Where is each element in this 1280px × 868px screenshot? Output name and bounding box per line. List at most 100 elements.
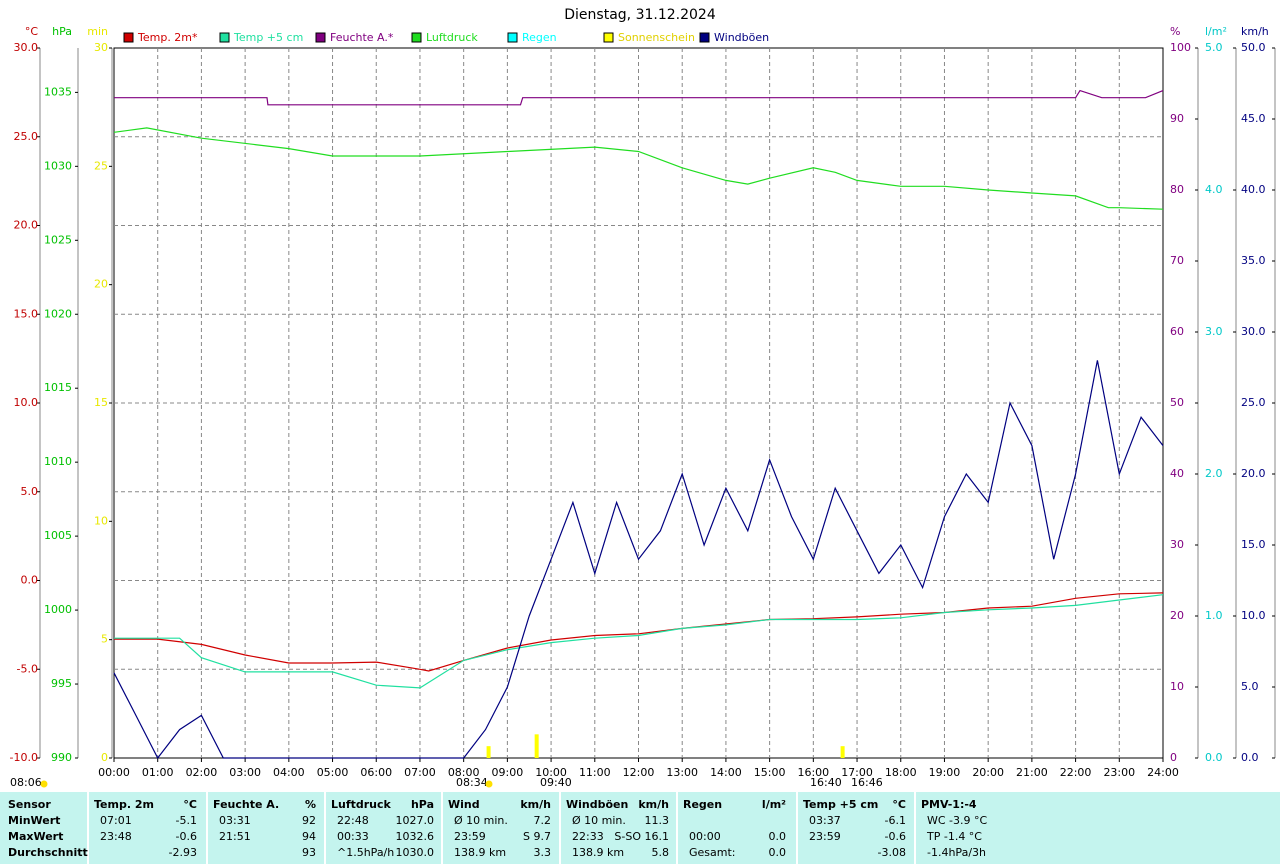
y-tick-label: 0.0: [1241, 751, 1259, 764]
table-header: Feuchte A.: [213, 798, 279, 811]
y-tick-label: 30: [1170, 538, 1184, 551]
table-cell: 23:59: [809, 830, 841, 843]
y-tick-label: 50.0: [1241, 41, 1266, 54]
y-tick-label: 20: [1170, 609, 1184, 622]
table-cell: Ø 10 min.: [454, 814, 508, 827]
table-cell: 03:37: [809, 814, 841, 827]
y-tick-label: 35.0: [1241, 254, 1266, 267]
y-tick-label: 1025: [44, 233, 72, 246]
sunshine-bar: [486, 746, 491, 758]
legend-swatch: [507, 32, 518, 43]
y-axis-label: hPa: [52, 25, 72, 38]
x-tick-label: 16:00: [797, 766, 829, 779]
y-axis-label: km/h: [1241, 25, 1269, 38]
table-cell: 1027.0: [396, 814, 435, 827]
table-header-unit: %: [305, 798, 316, 811]
y-tick-label: 25.0: [14, 130, 39, 143]
legend-swatch: [411, 32, 422, 43]
table-cell: 138.9 km: [572, 846, 624, 859]
legend-swatch: [315, 32, 326, 43]
legend-label: Temp. 2m*: [137, 31, 198, 44]
table-cell: 0.0: [769, 846, 787, 859]
y-tick-label: -10.0: [10, 751, 38, 764]
table-header: Sensor: [8, 798, 51, 811]
y-tick-label: 0: [101, 751, 108, 764]
y-tick-label: 995: [51, 677, 72, 690]
y-tick-label: 0.0: [21, 574, 39, 587]
y-tick-label: 10.0: [1241, 609, 1266, 622]
table-header: Regen: [683, 798, 722, 811]
y-tick-label: 0.0: [1205, 751, 1223, 764]
y-tick-label: 10: [1170, 680, 1184, 693]
table-header-unit: l/m²: [762, 798, 786, 811]
x-tick-label: 00:00: [98, 766, 130, 779]
legend-label: Temp +5 cm: [233, 31, 303, 44]
table-cell: 93: [302, 846, 316, 859]
legend-swatch: [603, 32, 614, 43]
table-cell: 3.3: [534, 846, 552, 859]
table-cell: 138.9 km: [454, 846, 506, 859]
table-cell: -5.1: [176, 814, 197, 827]
annotation: 08:06: [10, 776, 42, 789]
y-tick-label: 100: [1170, 41, 1191, 54]
y-tick-label: 25: [94, 159, 108, 172]
table-header: Windböen: [566, 798, 628, 811]
y-tick-label: 2.0: [1205, 467, 1223, 480]
y-tick-label: 5.0: [21, 485, 39, 498]
y-tick-label: 10.0: [14, 396, 39, 409]
legend-label: Windböen: [714, 31, 769, 44]
y-tick-label: 1.0: [1205, 609, 1223, 622]
table-cell: -3.08: [878, 846, 906, 859]
x-tick-label: 21:00: [1016, 766, 1048, 779]
table-cell: 07:01: [100, 814, 132, 827]
annotation: 08:34: [456, 776, 488, 789]
x-tick-label: 22:00: [1060, 766, 1092, 779]
y-tick-label: 15.0: [1241, 538, 1266, 551]
sunshine-bar: [534, 734, 539, 758]
y-tick-label: 990: [51, 751, 72, 764]
x-tick-label: 11:00: [579, 766, 611, 779]
table-cell: 1032.6: [396, 830, 435, 843]
table-cell: ^1.5hPa/h: [337, 846, 394, 859]
y-tick-label: 5.0: [1205, 41, 1223, 54]
table-cell: Ø 10 min.: [572, 814, 626, 827]
annotation: 16:40: [810, 776, 842, 789]
series-line: [113, 360, 1164, 760]
table-cell: 23:59: [454, 830, 486, 843]
y-axis-label: l/m²: [1205, 25, 1227, 38]
table-cell: 11.3: [645, 814, 670, 827]
y-tick-label: 90: [1170, 112, 1184, 125]
table-cell: 92: [302, 814, 316, 827]
y-axis-label: °C: [25, 25, 39, 38]
table-cell: -2.93: [169, 846, 197, 859]
y-tick-label: 45.0: [1241, 112, 1266, 125]
y-tick-label: 20.0: [1241, 467, 1266, 480]
x-tick-label: 01:00: [142, 766, 174, 779]
x-tick-label: 15:00: [754, 766, 786, 779]
table-cell: TP -1.4 °C: [926, 830, 982, 843]
y-tick-label: 70: [1170, 254, 1184, 267]
table-header: Temp +5 cm: [803, 798, 878, 811]
chart-title: Dienstag, 31.12.2024: [564, 7, 716, 23]
table-cell: 00:33: [337, 830, 369, 843]
x-tick-label: 20:00: [972, 766, 1004, 779]
y-tick-label: 0: [1170, 751, 1177, 764]
legend-label: Luftdruck: [426, 31, 478, 44]
legend-swatch: [219, 32, 230, 43]
table-cell: 22:48: [337, 814, 369, 827]
y-axis-label: %: [1170, 25, 1180, 38]
x-tick-label: 23:00: [1103, 766, 1135, 779]
table-cell: -6.1: [885, 814, 906, 827]
x-tick-label: 04:00: [273, 766, 305, 779]
y-tick-label: 1000: [44, 603, 72, 616]
x-tick-label: 05:00: [317, 766, 349, 779]
table-cell: 7.2: [534, 814, 552, 827]
x-tick-label: 06:00: [360, 766, 392, 779]
x-tick-label: 18:00: [885, 766, 917, 779]
series-line: [113, 127, 1164, 210]
table-row-label: MinWert: [8, 814, 60, 827]
table-cell: WC -3.9 °C: [927, 814, 988, 827]
sun-icon: [485, 780, 493, 788]
legend-label: Sonnenschein: [618, 31, 695, 44]
